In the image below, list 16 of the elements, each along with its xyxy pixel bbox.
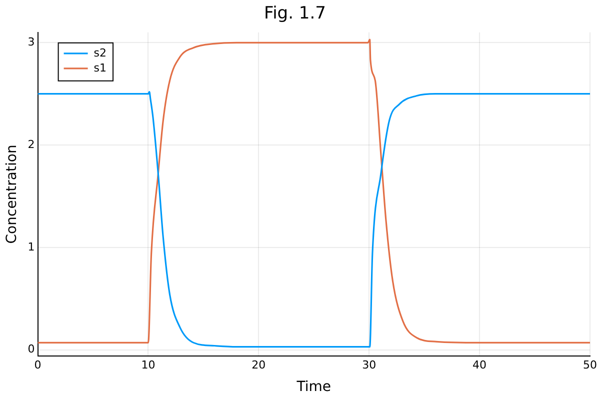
chart-title: Fig. 1.7 bbox=[264, 4, 326, 24]
y-tick-label: 1 bbox=[28, 240, 35, 254]
y-axis-title: Concentration bbox=[4, 144, 20, 244]
legend-label: s1 bbox=[94, 61, 107, 74]
x-tick-label: 20 bbox=[252, 358, 266, 372]
x-tick-label: 30 bbox=[362, 358, 376, 372]
y-tick-label: 0 bbox=[28, 342, 35, 356]
y-tick-label: 2 bbox=[28, 138, 35, 151]
x-axis-title: Time bbox=[296, 379, 332, 396]
x-tick-label: 50 bbox=[583, 358, 597, 372]
legend-label: s2 bbox=[94, 46, 107, 60]
y-tick-label: 3 bbox=[28, 36, 35, 48]
x-tick-label: 40 bbox=[472, 358, 487, 372]
x-tick-label: 10 bbox=[141, 358, 156, 372]
line-series bbox=[38, 38, 590, 344]
line-series bbox=[38, 90, 590, 348]
